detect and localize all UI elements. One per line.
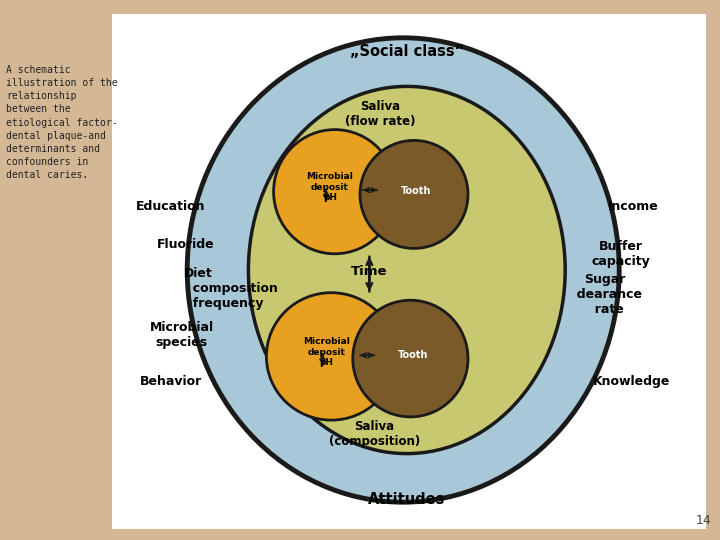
Text: Microbial
deposit
pH: Microbial deposit pH bbox=[306, 172, 354, 202]
Text: Knowledge: Knowledge bbox=[593, 375, 670, 388]
Ellipse shape bbox=[360, 140, 468, 248]
Ellipse shape bbox=[353, 300, 468, 417]
Text: „Social class“: „Social class“ bbox=[350, 44, 464, 59]
Text: A schematic
illustration of the
relationship
between the
etiological factor-
den: A schematic illustration of the relation… bbox=[6, 65, 117, 180]
Text: Microbial
deposit
pH: Microbial deposit pH bbox=[302, 337, 350, 367]
Ellipse shape bbox=[266, 293, 396, 420]
Text: Buffer
capacity: Buffer capacity bbox=[591, 240, 650, 268]
Text: Tooth: Tooth bbox=[401, 186, 431, 195]
Text: Fluoride: Fluoride bbox=[157, 238, 215, 251]
Ellipse shape bbox=[248, 86, 565, 454]
Text: Tooth: Tooth bbox=[398, 350, 428, 360]
Text: Education: Education bbox=[136, 200, 205, 213]
Text: Diet
  composition
  frequency: Diet composition frequency bbox=[184, 267, 277, 310]
FancyBboxPatch shape bbox=[112, 14, 706, 529]
Text: Microbial
species: Microbial species bbox=[149, 321, 214, 349]
Text: Behavior: Behavior bbox=[140, 375, 202, 388]
Text: Income: Income bbox=[608, 200, 659, 213]
Text: Attitudes: Attitudes bbox=[368, 492, 446, 507]
Text: Saliva
(composition): Saliva (composition) bbox=[329, 420, 420, 448]
Text: Sugar
  dearance
  rate: Sugar dearance rate bbox=[568, 273, 642, 316]
Text: 14: 14 bbox=[696, 514, 711, 526]
Ellipse shape bbox=[187, 38, 619, 502]
Text: Time: Time bbox=[351, 265, 387, 278]
Ellipse shape bbox=[274, 130, 396, 254]
Text: Saliva
(flow rate): Saliva (flow rate) bbox=[345, 100, 415, 129]
